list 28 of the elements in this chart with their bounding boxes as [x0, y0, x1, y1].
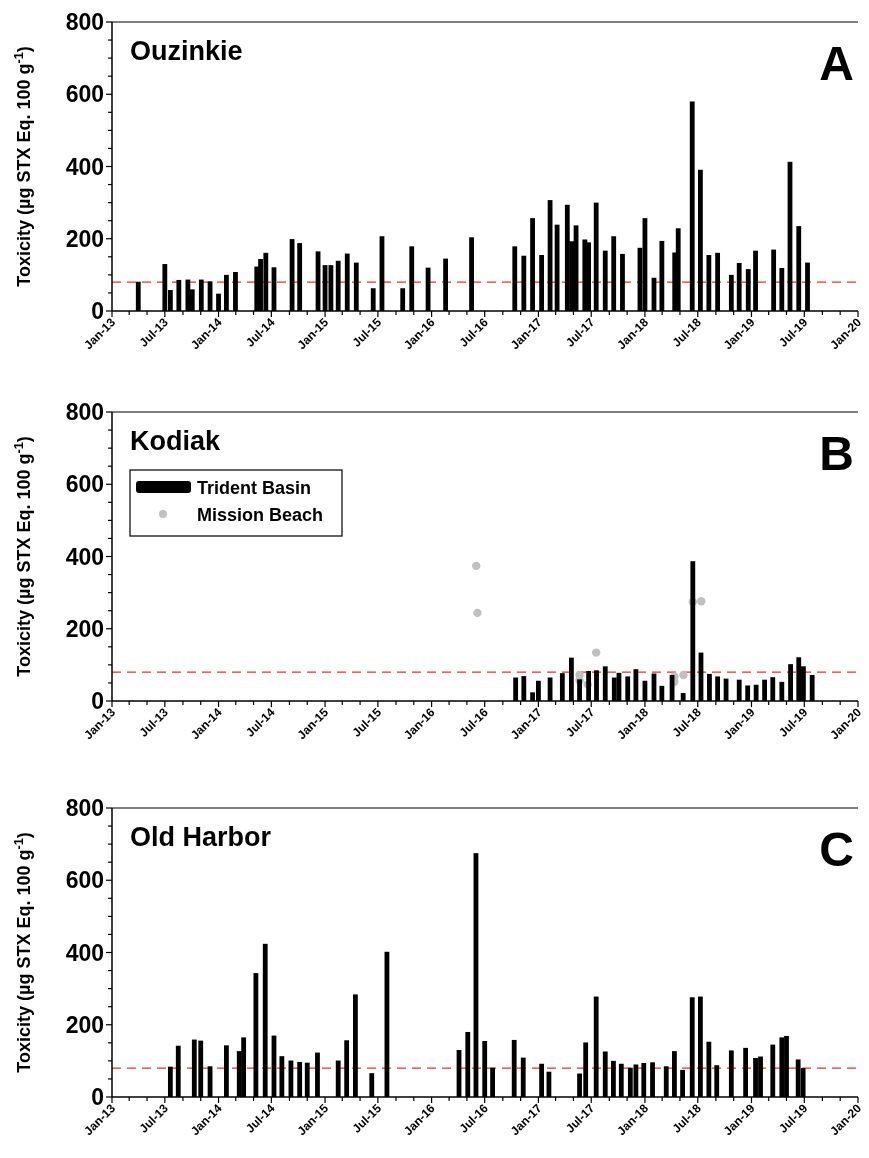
y-tick-label: 600 — [65, 81, 104, 108]
y-tick-label: 800 — [65, 795, 104, 821]
y-tick-label: 400 — [65, 543, 104, 570]
text: Ouzinkie — [130, 36, 243, 66]
y-tick-label: 600 — [65, 867, 104, 894]
legend-label: Mission Beach — [197, 505, 324, 525]
point — [697, 597, 706, 606]
point — [472, 561, 481, 571]
annotation: A — [819, 37, 854, 90]
y-tick-label: 200 — [65, 1011, 104, 1038]
legend-label: Trident Basin — [197, 478, 312, 498]
y-tick-label: 600 — [65, 471, 104, 498]
y-tick-label: 0 — [91, 688, 104, 714]
y-tick-label: 0 — [91, 1084, 104, 1110]
y-tick-label: 400 — [65, 939, 104, 966]
point — [679, 670, 688, 680]
text: Kodiak — [130, 426, 221, 456]
y-tick-label: 800 — [65, 399, 104, 425]
y-tick-label: 200 — [65, 615, 104, 642]
text: Old Harbor — [130, 822, 272, 852]
annotation: C — [819, 823, 854, 876]
point — [473, 608, 482, 618]
annotation: B — [819, 427, 854, 480]
y-tick-label: 0 — [91, 298, 104, 324]
point — [592, 648, 601, 657]
y-tick-label: 800 — [65, 9, 104, 35]
y-tick-label: 200 — [65, 225, 104, 252]
y-tick-label: 400 — [65, 153, 104, 180]
